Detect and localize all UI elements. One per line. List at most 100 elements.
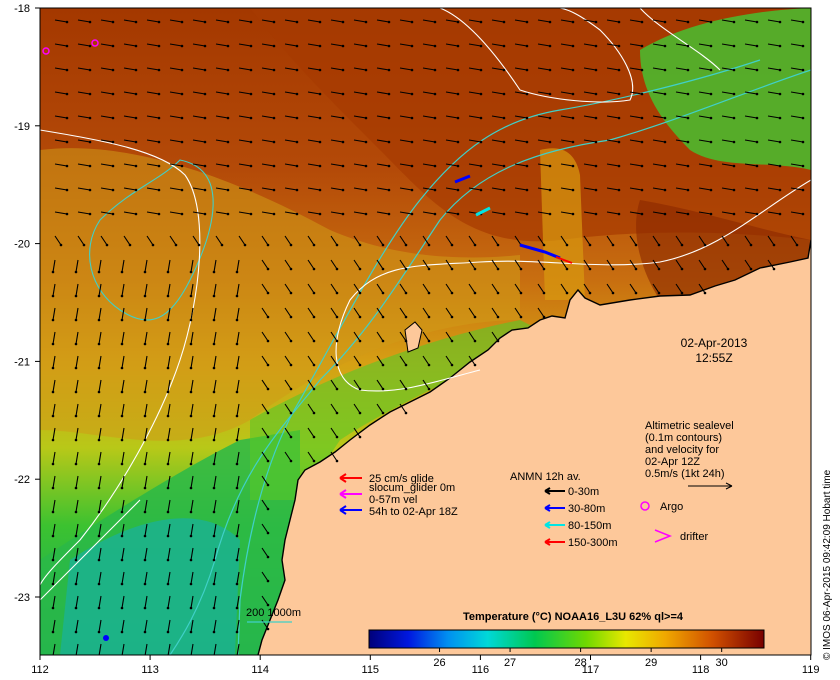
velocity-arrow: [721, 91, 735, 95]
velocity-arrowhead: [266, 267, 270, 271]
velocity-arrow: [353, 139, 367, 143]
velocity-arrow: [560, 91, 574, 95]
argo-legend-label: Argo: [660, 501, 683, 513]
altimetry-line4: 02-Apr 12Z: [645, 456, 700, 468]
velocity-arrow: [330, 211, 344, 215]
velocity-arrowhead: [496, 315, 500, 319]
velocity-arrowhead: [502, 164, 506, 168]
colorbar: [368, 629, 765, 649]
velocity-arrow: [652, 19, 666, 23]
velocity-arrow: [422, 91, 436, 95]
velocity-arrowhead: [97, 606, 101, 610]
velocity-arrow: [767, 115, 781, 119]
velocity-arrowhead: [364, 44, 368, 48]
velocity-arrowhead: [663, 116, 667, 120]
velocity-arrowhead: [74, 390, 78, 394]
lon-tick-label: 119: [802, 664, 820, 676]
velocity-arrowhead: [143, 366, 147, 370]
velocity-arrow: [213, 403, 217, 417]
velocity-arrowhead: [801, 164, 805, 168]
velocity-arrowhead: [548, 212, 552, 216]
velocity-arrow: [52, 571, 56, 585]
velocity-arrow: [675, 19, 689, 23]
velocity-arrow: [445, 139, 459, 143]
velocity-arrow: [213, 499, 217, 513]
velocity-arrowhead: [404, 339, 408, 343]
land-mass: [258, 240, 811, 655]
velocity-arrow: [468, 67, 482, 71]
velocity-arrow: [169, 163, 183, 167]
velocity-arrowhead: [456, 212, 460, 216]
velocity-arrow: [330, 187, 344, 191]
velocity-arrow: [353, 115, 367, 119]
velocity-arrowhead: [726, 267, 730, 271]
velocity-arrowhead: [427, 315, 431, 319]
velocity-arrowhead: [134, 92, 138, 96]
velocity-arrow: [376, 67, 390, 71]
velocity-arrowhead: [51, 462, 55, 466]
velocity-arrowhead: [778, 92, 782, 96]
velocity-arrow: [52, 283, 56, 297]
velocity-arrow: [284, 91, 298, 95]
velocity-arrowhead: [387, 44, 391, 48]
velocity-arrowhead: [189, 582, 193, 586]
velocity-arrowhead: [709, 20, 713, 24]
velocity-arrow: [330, 139, 344, 143]
velocity-arrow: [399, 187, 413, 191]
velocity-arrow: [721, 259, 729, 270]
isobath-loop: [89, 159, 214, 321]
velocity-arrowhead: [502, 92, 506, 96]
velocity-arrow: [54, 115, 68, 119]
velocity-arrow: [167, 595, 171, 609]
velocity-arrowhead: [433, 68, 437, 72]
velocity-arrowhead: [203, 116, 207, 120]
velocity-arrowhead: [65, 116, 69, 120]
velocity-arrow: [514, 259, 522, 270]
velocity-arrow: [190, 547, 194, 561]
velocity-arrowhead: [410, 68, 414, 72]
velocity-arrowhead: [157, 44, 161, 48]
velocity-arrow: [77, 211, 91, 215]
velocity-arrow: [675, 43, 689, 47]
velocity-arrowhead: [143, 486, 147, 490]
velocity-arrow: [767, 139, 781, 143]
isobath-legend-label: 200 1000m: [246, 607, 301, 619]
velocity-arrow: [514, 211, 528, 215]
velocity-arrowhead: [732, 188, 736, 192]
glider-legend-line3: 0-57m vel: [369, 494, 417, 506]
velocity-arrow: [236, 643, 240, 655]
velocity-arrowhead: [249, 116, 253, 120]
velocity-arrow: [75, 547, 79, 561]
velocity-arrow: [537, 187, 551, 191]
velocity-arrowhead: [143, 606, 147, 610]
velocity-arrowhead: [617, 44, 621, 48]
velocity-arrow: [698, 211, 712, 215]
velocity-arrow: [75, 331, 79, 345]
velocity-arrowhead: [778, 68, 782, 72]
velocity-arrow: [514, 43, 528, 47]
velocity-arrow: [399, 259, 407, 270]
colorbar-tick-label: 28: [574, 657, 586, 669]
velocity-arrowhead: [663, 68, 667, 72]
velocity-arrowhead: [341, 44, 345, 48]
velocity-arrow: [261, 235, 269, 246]
velocity-arrowhead: [404, 291, 408, 295]
velocity-arrow: [121, 499, 125, 513]
anmn-legend-arrowhead: [544, 538, 551, 546]
velocity-arrowhead: [387, 68, 391, 72]
velocity-arrowhead: [427, 387, 431, 391]
sst-orange-band: [40, 148, 520, 441]
velocity-arrow: [146, 115, 160, 119]
velocity-arrow: [167, 331, 171, 345]
velocity-arrow: [744, 115, 758, 119]
velocity-arrow: [284, 235, 292, 246]
velocity-arrow: [767, 43, 781, 47]
velocity-arrow: [284, 115, 298, 119]
velocity-arrow: [491, 211, 505, 215]
velocity-arrow: [629, 43, 643, 47]
velocity-arrowhead: [749, 243, 753, 247]
velocity-arrow: [236, 403, 240, 417]
velocity-arrow: [144, 331, 148, 345]
velocity-arrow: [353, 91, 367, 95]
velocity-arrow: [77, 163, 91, 167]
